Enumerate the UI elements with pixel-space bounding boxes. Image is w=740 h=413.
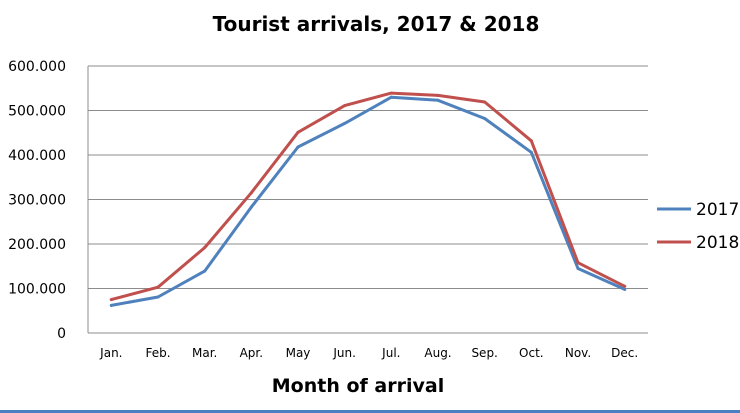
data-point-2017 [249, 205, 253, 209]
x-tick-label: Mar. [192, 346, 217, 360]
data-point-2017 [343, 121, 347, 125]
data-point-2018 [389, 91, 393, 95]
x-tick-label: Sep. [471, 346, 497, 360]
data-point-2018 [436, 93, 440, 97]
legend: 2017 2018 [657, 200, 739, 253]
data-point-2018 [623, 284, 627, 288]
data-point-2017 [109, 303, 113, 307]
chart-title: Tourist arrivals, 2017 & 2018 [213, 12, 540, 36]
x-tick-label: Feb. [145, 346, 170, 360]
data-point-2018 [296, 130, 300, 134]
series-lines [109, 91, 627, 307]
data-point-2018 [249, 191, 253, 195]
gridlines [87, 65, 648, 334]
y-tick-label: 200.000 [8, 237, 66, 253]
x-tick-label: May [286, 346, 311, 360]
bottom-divider [0, 410, 740, 413]
data-point-2018 [343, 104, 347, 108]
data-point-2018 [529, 139, 533, 143]
data-point-2017 [529, 150, 533, 154]
x-tick-label: Aug. [424, 346, 451, 360]
data-point-2017 [623, 287, 627, 291]
data-point-2017 [483, 117, 487, 121]
data-point-2017 [576, 266, 580, 270]
legend-label: 2017 [696, 200, 739, 220]
legend-label: 2018 [696, 233, 739, 253]
y-axis-ticks: 0 100.000 200.000 300.000 400.000 500.000 600.… [8, 59, 66, 342]
x-tick-label: Jan. [99, 346, 122, 360]
data-point-2017 [203, 269, 207, 273]
y-tick-label: 400.000 [8, 148, 66, 164]
data-point-2018 [109, 298, 113, 302]
x-axis-ticks: Jan. Feb. Mar. Apr. May Jun. Jul. Aug. Sep. Oct. N… [99, 346, 638, 360]
y-tick-label: 0 [57, 326, 66, 342]
x-tick-label: Apr. [240, 346, 263, 360]
x-tick-label: Jul. [381, 346, 400, 360]
x-tick-label: Jun. [332, 346, 356, 360]
data-point-2018 [483, 100, 487, 104]
data-point-2017 [436, 98, 440, 102]
series-line-2018 [109, 91, 627, 302]
y-tick-label: 600.000 [8, 59, 66, 75]
data-point-2018 [203, 246, 207, 250]
y-tick-label: 300.000 [8, 193, 66, 209]
data-point-2017 [389, 95, 393, 99]
data-point-2017 [296, 145, 300, 149]
x-axis-title: Month of arrival [272, 375, 444, 397]
series-line-2017 [109, 95, 627, 307]
y-tick-label: 500.000 [8, 104, 66, 120]
y-tick-label: 100.000 [8, 282, 66, 298]
x-tick-label: Dec. [611, 346, 638, 360]
x-tick-label: Nov. [565, 346, 591, 360]
x-tick-label: Oct. [519, 346, 544, 360]
data-point-2018 [576, 261, 580, 265]
data-point-2018 [156, 285, 160, 289]
data-point-2017 [156, 295, 160, 299]
